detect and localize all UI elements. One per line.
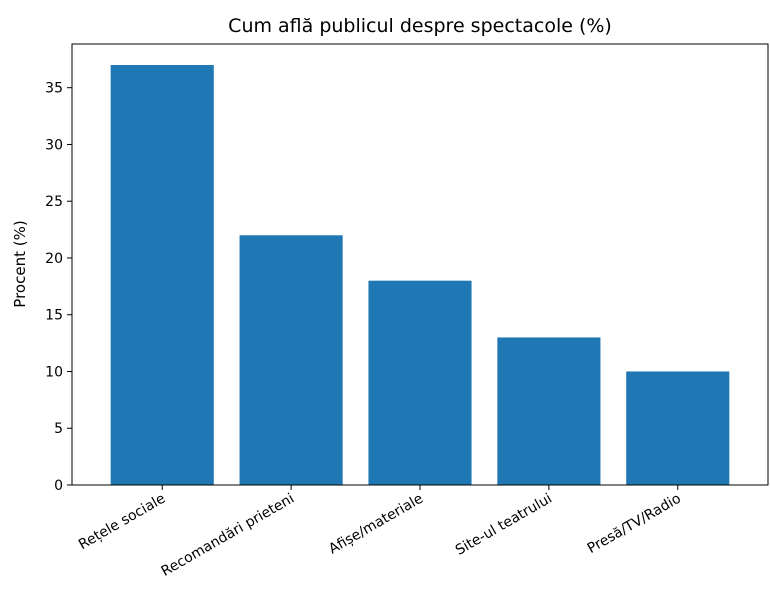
bar (239, 235, 343, 485)
y-tick-label: 0 (54, 478, 63, 494)
x-tick-label: Presă/TV/Radio (585, 491, 684, 557)
bars-group (110, 65, 730, 485)
y-axis-label: Procent (%) (11, 220, 29, 307)
bar (368, 280, 472, 485)
plot-frame (71, 43, 769, 486)
bar (110, 65, 214, 485)
y-tick-label: 35 (45, 81, 63, 97)
y-tick-label: 10 (45, 364, 63, 380)
y-tick-label: 25 (45, 194, 63, 210)
x-tick-label: Site-ul teatrului (453, 491, 555, 559)
y-tick-label: 15 (45, 308, 63, 324)
x-tick-label: Rețele sociale (76, 491, 168, 554)
y-tick-label: 5 (54, 421, 63, 437)
y-tick-label: 20 (45, 251, 63, 267)
x-tick-label: Recomandări prieteni (159, 491, 297, 580)
y-axis-ticks: 0 5 10 15 20 25 30 35 (45, 81, 72, 494)
bar (626, 371, 730, 485)
bar (497, 337, 601, 485)
chart-title: Cum află publicul despre spectacole (%) (228, 15, 612, 37)
x-tick-label: Afișe/materiale (326, 491, 426, 558)
y-tick-label: 30 (45, 137, 63, 153)
